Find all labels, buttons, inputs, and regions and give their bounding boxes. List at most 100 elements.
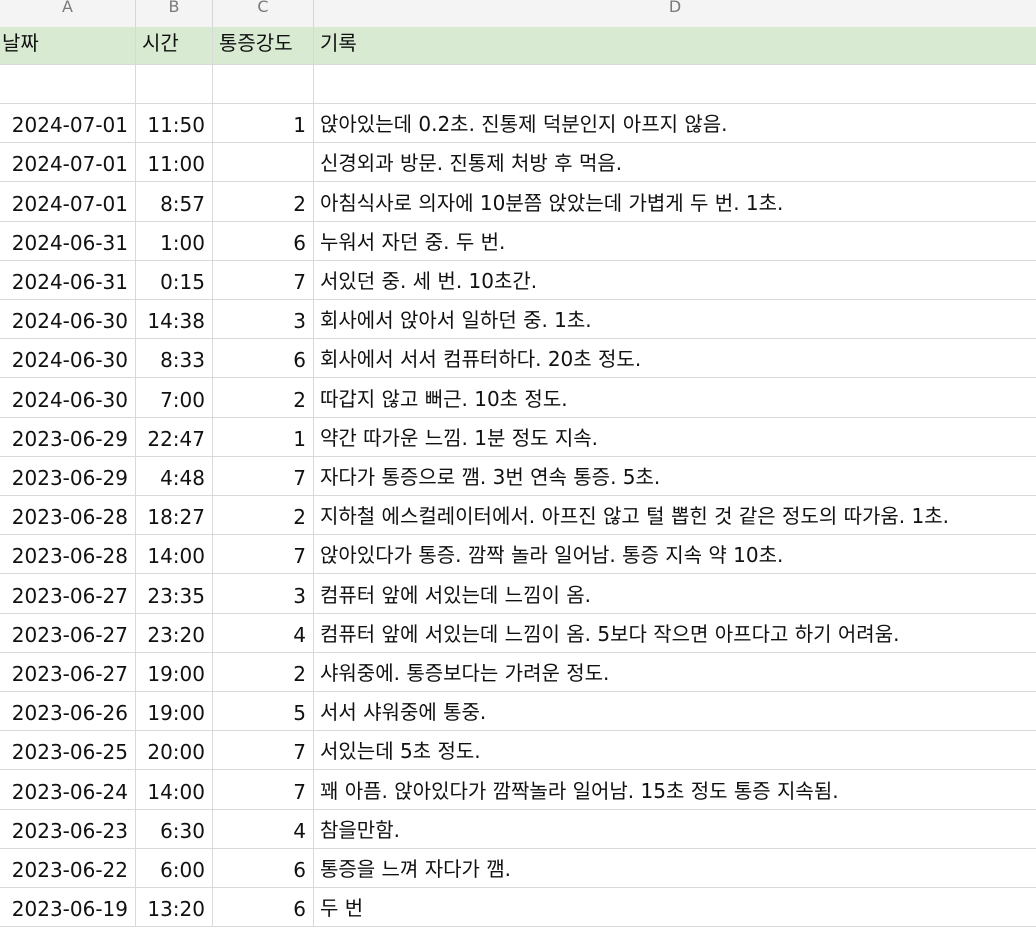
time-cell[interactable]: 14:38	[136, 300, 213, 339]
time-cell[interactable]: 0:15	[136, 260, 213, 299]
note-cell[interactable]: 회사에서 앉아서 일하던 중. 1초.	[320, 308, 592, 333]
time-cell[interactable]: 6:30	[136, 809, 213, 848]
date-cell[interactable]: 2023-06-26	[0, 692, 136, 731]
note-cell[interactable]: 따갑지 않고 뻐근. 10초 정도.	[320, 386, 568, 411]
intensity-cell[interactable]: 5	[213, 692, 314, 731]
column-header-b[interactable]: B	[136, 0, 213, 27]
time-cell[interactable]: 19:00	[136, 652, 213, 691]
date-cell[interactable]: 2023-06-27	[0, 574, 136, 613]
time-cell[interactable]: 8:57	[136, 182, 213, 221]
time-cell[interactable]: 19:00	[136, 692, 213, 731]
date-cell[interactable]: 2023-06-28	[0, 496, 136, 535]
time-cell[interactable]: 1:00	[136, 221, 213, 260]
note-cell[interactable]: 앉아있는데 0.2초. 진통제 덕분인지 아프지 않음.	[320, 112, 728, 137]
note-cell[interactable]: 두 번	[320, 896, 364, 921]
intensity-cell[interactable]: 3	[213, 300, 314, 339]
intensity-cell[interactable]: 1	[213, 417, 314, 456]
note-cell[interactable]: 아침식사로 의자에 10분쯤 앉았는데 가볍게 두 번. 1초.	[320, 190, 784, 215]
date-cell[interactable]: 2023-06-28	[0, 535, 136, 574]
note-cell[interactable]: 통증을 느껴 자다가 깸.	[320, 856, 512, 881]
date-cell[interactable]: 2024-06-31	[0, 221, 136, 260]
time-cell[interactable]: 7:00	[136, 378, 213, 417]
note-cell[interactable]: 자다가 통증으로 깸. 3번 연속 통증. 5초.	[320, 464, 661, 489]
time-cell[interactable]: 20:00	[136, 731, 213, 770]
date-cell[interactable]: 2024-06-30	[0, 339, 136, 378]
note-cell[interactable]: 컴퓨터 앞에 서있는데 느낌이 옴. 5보다 작으면 아프다고 하기 어려움.	[320, 621, 900, 646]
intensity-cell[interactable]: 2	[213, 652, 314, 691]
column-header-d[interactable]: D	[668, 0, 682, 16]
time-cell[interactable]: 14:00	[136, 770, 213, 809]
intensity-cell[interactable]: 2	[213, 378, 314, 417]
note-cell[interactable]: 서있는데 5초 정도.	[320, 739, 481, 764]
note-cell[interactable]: 누워서 자던 중. 두 번.	[320, 229, 506, 254]
column-header-a[interactable]: A	[0, 0, 136, 27]
intensity-cell[interactable]: 7	[213, 535, 314, 574]
intensity-cell[interactable]: 6	[213, 339, 314, 378]
intensity-cell[interactable]: 4	[213, 613, 314, 652]
date-cell[interactable]: 2023-06-27	[0, 613, 136, 652]
table-row: 2023-06-27 23:20 4 컴퓨터 앞에 서있는데 느낌이 옴. 5보다 작…	[0, 613, 1036, 653]
header-cell-date[interactable]: 날짜	[0, 27, 136, 64]
intensity-cell[interactable]: 4	[213, 809, 314, 848]
header-cell-note[interactable]: 기록	[320, 31, 357, 55]
time-cell[interactable]: 14:00	[136, 535, 213, 574]
intensity-cell[interactable]: 6	[213, 221, 314, 260]
intensity-cell[interactable]: 7	[213, 260, 314, 299]
intensity-cell[interactable]: 7	[213, 731, 314, 770]
note-cell[interactable]: 컴퓨터 앞에 서있는데 느낌이 옴.	[320, 582, 591, 607]
intensity-cell[interactable]: 6	[213, 888, 314, 927]
time-cell[interactable]: 11:00	[136, 143, 213, 182]
time-cell[interactable]: 13:20	[136, 888, 213, 927]
date-cell[interactable]: 2023-06-29	[0, 417, 136, 456]
time-cell[interactable]: 18:27	[136, 496, 213, 535]
intensity-cell[interactable]: 7	[213, 770, 314, 809]
time-cell[interactable]: 23:20	[136, 613, 213, 652]
note-cell[interactable]: 회사에서 서서 컴퓨터하다. 20초 정도.	[320, 347, 642, 372]
header-cell-intensity[interactable]: 통증강도	[213, 27, 314, 64]
date-cell[interactable]: 2023-06-19	[0, 888, 136, 927]
date-cell[interactable]: 2024-07-01	[0, 143, 136, 182]
date-cell[interactable]: 2023-06-25	[0, 731, 136, 770]
time-cell[interactable]: 6:00	[136, 848, 213, 887]
cell[interactable]	[136, 65, 213, 103]
note-cell[interactable]: 꽤 아픔. 앉아있다가 깜짝놀라 일어남. 15초 정도 통증 지속됨.	[320, 778, 839, 803]
intensity-cell[interactable]: 6	[213, 848, 314, 887]
note-cell[interactable]: 지하철 에스컬레이터에서. 아프진 않고 털 뽑힌 것 같은 정도의 따가움. …	[320, 504, 949, 529]
intensity-cell[interactable]: 7	[213, 456, 314, 495]
date-cell[interactable]: 2024-06-31	[0, 260, 136, 299]
time-cell[interactable]: 23:35	[136, 574, 213, 613]
date-cell[interactable]: 2024-06-30	[0, 300, 136, 339]
time-cell[interactable]: 11:50	[136, 104, 213, 143]
intensity-cell[interactable]: 2	[213, 182, 314, 221]
note-cell[interactable]: 참을만함.	[320, 817, 400, 842]
time-cell[interactable]: 4:48	[136, 456, 213, 495]
table-row: 2024-06-30 14:38 3 회사에서 앉아서 일하던 중. 1초.	[0, 300, 1036, 340]
date-cell[interactable]: 2024-06-30	[0, 378, 136, 417]
cell[interactable]	[0, 65, 136, 103]
note-cell[interactable]: 약간 따가운 느낌. 1분 정도 지속.	[320, 425, 599, 450]
note-cell[interactable]: 서있던 중. 세 번. 10초간.	[320, 268, 538, 293]
cell[interactable]	[213, 65, 314, 103]
date-cell[interactable]: 2023-06-23	[0, 809, 136, 848]
cell[interactable]	[314, 65, 1036, 103]
note-cell[interactable]: 서서 샤워중에 통중.	[320, 700, 487, 725]
table-row: 2023-06-27 23:35 3 컴퓨터 앞에 서있는데 느낌이 옴.	[0, 574, 1036, 614]
time-cell[interactable]: 22:47	[136, 417, 213, 456]
header-cell-time[interactable]: 시간	[136, 27, 213, 64]
date-cell[interactable]: 2023-06-22	[0, 848, 136, 887]
intensity-cell[interactable]: 2	[213, 496, 314, 535]
date-cell[interactable]: 2023-06-27	[0, 652, 136, 691]
date-cell[interactable]: 2023-06-29	[0, 456, 136, 495]
intensity-cell[interactable]: 1	[213, 104, 314, 143]
date-cell[interactable]: 2024-07-01	[0, 182, 136, 221]
date-cell[interactable]: 2023-06-24	[0, 770, 136, 809]
column-header-c[interactable]: C	[213, 0, 314, 27]
time-cell[interactable]: 8:33	[136, 339, 213, 378]
note-cell[interactable]: 앉아있다가 통증. 깜짝 놀라 일어남. 통증 지속 약 10초.	[320, 543, 784, 568]
intensity-cell[interactable]: 3	[213, 574, 314, 613]
note-cell[interactable]: 샤워중에. 통증보다는 가려운 정도.	[320, 660, 610, 685]
table-row: 2024-06-30 8:33 6 회사에서 서서 컴퓨터하다. 20초 정도.	[0, 339, 1036, 379]
date-cell[interactable]: 2024-07-01	[0, 104, 136, 143]
note-cell[interactable]: 신경외과 방문. 진통제 처방 후 먹음.	[320, 151, 623, 176]
intensity-cell[interactable]	[213, 143, 314, 182]
